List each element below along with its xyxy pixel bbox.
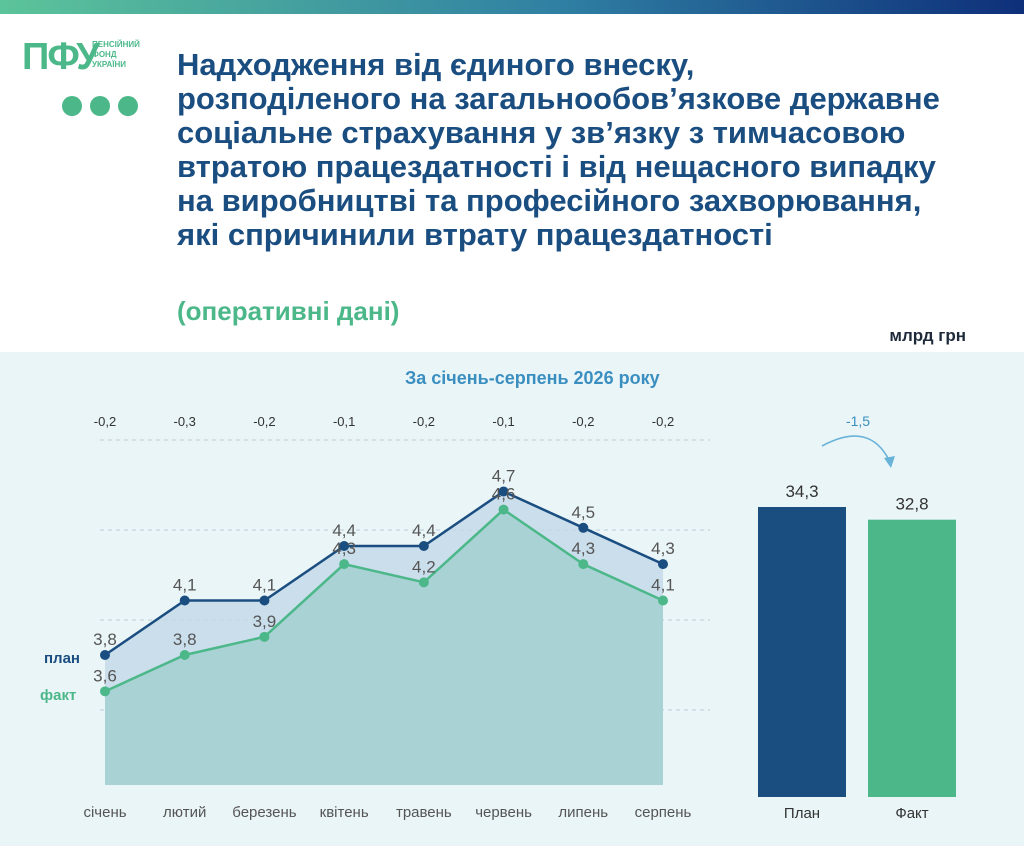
top-gradient-bar (0, 0, 1024, 14)
unit-label: млрд грн (889, 326, 966, 345)
dot-icon (62, 96, 82, 116)
total-bar (868, 519, 956, 797)
fact-data-label: 3,9 (253, 612, 277, 631)
x-tick-label: серпень (635, 804, 692, 821)
fact-point (339, 559, 350, 570)
page-title: Надходження від єдиного внеску, розподіл… (177, 48, 977, 252)
total-bar (758, 507, 846, 797)
title-line-2: розподіленого на загальнообов’язкове дер… (177, 81, 940, 116)
x-tick-label: січень (83, 804, 126, 821)
plan-data-label: 4,1 (253, 575, 277, 594)
fact-data-label: 3,8 (173, 630, 197, 649)
fact-data-label: 4,3 (332, 539, 356, 558)
plan-point (498, 486, 509, 497)
difference-label: -0,3 (174, 414, 196, 429)
fact-data-label: 4,2 (412, 557, 436, 576)
x-tick-label: квітень (320, 804, 369, 821)
legend-plan: план (44, 650, 80, 667)
plan-point (179, 595, 190, 606)
x-tick-label: травень (396, 804, 452, 821)
difference-label: -0,2 (94, 414, 116, 429)
difference-label: -0,2 (253, 414, 275, 429)
x-tick-label: червень (475, 804, 532, 821)
difference-label: -0,2 (572, 414, 594, 429)
plan-data-label: 3,8 (93, 630, 117, 649)
logo-subtitle: ПЕНСІЙНИЙ ФОНД УКРАЇНИ (92, 40, 162, 70)
fact-point (658, 595, 668, 606)
plan-point (100, 650, 110, 660)
x-tick-label: лютий (163, 804, 206, 821)
fact-point (418, 577, 429, 588)
difference-label: -0,1 (333, 414, 355, 429)
fact-point (498, 504, 509, 515)
fact-area (105, 509, 663, 785)
dot-icon (118, 96, 138, 116)
plan-point (339, 540, 350, 551)
plan-point (658, 559, 668, 570)
bar-category-label: План (784, 805, 820, 822)
bar-value-label: 32,8 (895, 495, 928, 514)
chart-area: 3,8 4,1 4,1 4,4 4,4 4,7 4,5 4,3 3,6 3,8 3,9 4,3 4,2 4… (40, 413, 956, 822)
logo-mark: ПФУ (22, 36, 100, 78)
plan-series-line (104, 490, 664, 657)
difference-label: -0,2 (413, 414, 435, 429)
difference-label: -0,2 (652, 414, 674, 429)
logo-line-3: УКРАЇНИ (92, 60, 127, 69)
plan-point (418, 540, 429, 551)
fact-series-line (104, 508, 664, 693)
plan-data-label: 4,5 (571, 503, 595, 522)
fact-data-label: 3,6 (93, 666, 117, 685)
title-line-1: Надходження від єдиного внеску, (177, 47, 695, 82)
logo-line-1: ПЕНСІЙНИЙ (92, 40, 140, 49)
fact-data-label: 4,3 (571, 539, 595, 558)
fact-point (578, 559, 589, 570)
logo-line-2: ФОНД (92, 50, 117, 59)
plan-point (578, 522, 589, 533)
title-line-3: соціальне страхування у зв’язку з тимчас… (177, 115, 906, 150)
plan-point (259, 595, 270, 606)
x-tick-label: березень (232, 804, 296, 821)
plan-data-label: 4,1 (173, 575, 197, 594)
page-subtitle: (оперативні дані) (177, 296, 400, 326)
title-line-6: які спричинили втрату працездатності (177, 217, 773, 252)
fact-point (179, 650, 190, 660)
plan-data-label: 4,7 (492, 466, 516, 485)
plan-data-label: 4,4 (412, 521, 436, 540)
legend-fact: факт (40, 687, 76, 704)
arrow-head-icon (884, 456, 895, 468)
plan-data-label: 4,4 (332, 521, 356, 540)
title-line-5: на виробництві та професійного захворюва… (177, 183, 922, 218)
x-tick-label: липень (558, 804, 608, 821)
bar-value-label: 34,3 (785, 482, 818, 501)
fact-point (100, 686, 110, 697)
fact-point (259, 631, 270, 642)
chart-period-title: За січень-серпень 2026 року (405, 368, 660, 388)
plan-data-label: 4,3 (651, 539, 675, 558)
fact-data-label: 4,1 (651, 575, 675, 594)
dot-icon (90, 96, 110, 116)
title-line-4: втратою працездатності і від нещасного в… (177, 149, 936, 184)
fact-data-label: 4,6 (492, 485, 516, 504)
difference-label: -0,1 (492, 414, 514, 429)
bar-category-label: Факт (895, 805, 928, 822)
difference-arrow-icon (821, 435, 891, 463)
bar-difference-label: -1,5 (846, 413, 870, 429)
